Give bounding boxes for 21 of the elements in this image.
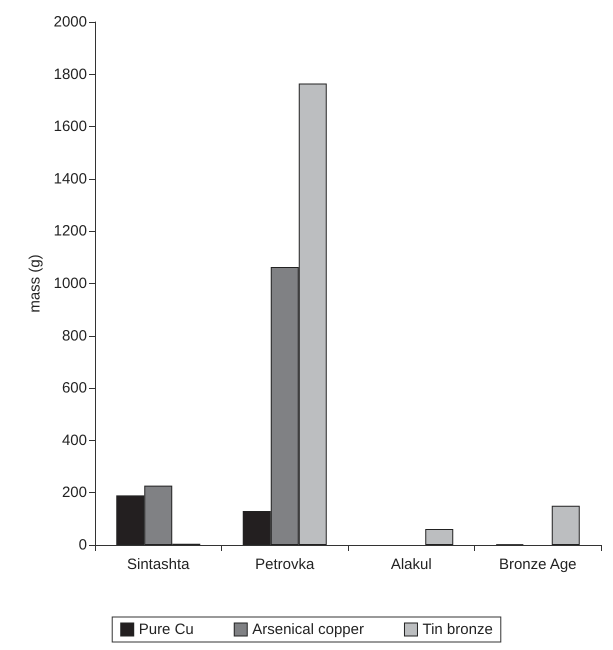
x-tick-label: Bronze Age — [498, 556, 577, 573]
y-tick-label: 600 — [62, 380, 87, 397]
y-tick-label: 1000 — [54, 275, 87, 292]
y-axis-title: mass (g) — [26, 254, 44, 313]
y-tick-label: 2000 — [54, 14, 87, 30]
y-tick-label: 1800 — [54, 66, 87, 83]
y-tick-label: 200 — [62, 484, 87, 502]
y-tick-label: 400 — [62, 432, 87, 449]
y-tick-label: 1400 — [54, 170, 87, 188]
bar — [552, 506, 580, 545]
y-tick-label: 1600 — [54, 118, 87, 136]
legend-label: Tin bronze — [422, 621, 493, 638]
x-tick-label: Alakul — [390, 556, 432, 573]
y-tick-label: 0 — [78, 536, 87, 554]
legend-label: Arsenical copper — [252, 621, 364, 638]
x-tick-label: Petrovka — [255, 556, 315, 573]
x-tick-label: Sintashta — [126, 556, 190, 573]
legend-label: Pure Cu — [138, 621, 194, 638]
bar — [425, 529, 454, 545]
y-tick-label: 1200 — [54, 222, 87, 240]
y-tick-label: 800 — [62, 327, 87, 344]
